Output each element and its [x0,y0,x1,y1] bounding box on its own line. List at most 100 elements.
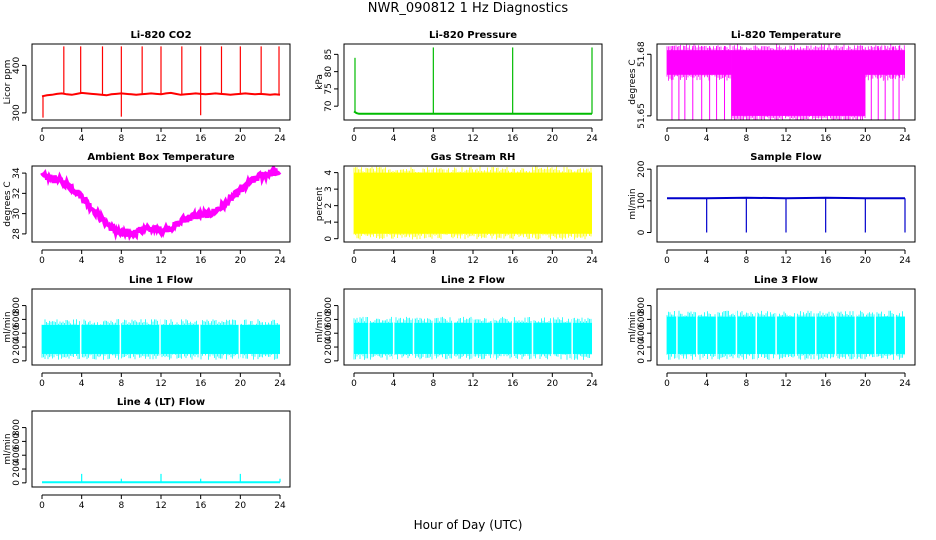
x-tick-label: 0 [664,256,670,266]
y-axis-label: ml/min [628,311,638,342]
x-tick-label: 4 [704,256,710,266]
x-tick-label: 4 [704,379,710,389]
panel-4: Ambient Box Temperature degrees C 0 4 8 12 16 2… [3,152,291,266]
panel-1: Li-820 CO2 Licor ppm 0 4 8 12 16 20 24 300 400 [3,30,291,144]
y-tick-label: 200 [637,338,647,355]
y-axis-label: degrees C [628,59,638,104]
plot-area [667,196,906,233]
y-axis-label: kPa [315,74,325,90]
data-line [667,196,905,200]
y-tick-label: 2 [324,203,334,209]
x-tick-label: 24 [899,134,911,144]
x-tick-label: 24 [899,379,911,389]
x-tick-label: 0 [39,379,45,389]
x-tick-label: 20 [547,256,559,266]
x-tick-label: 12 [467,134,478,144]
data-band-noise [864,44,905,81]
panel-title: Ambient Box Temperature [87,152,234,163]
y-tick-label: 51.68 [637,41,647,67]
plot-frame [656,43,916,121]
x-tick-label: 16 [820,379,832,389]
y-axis-label: Licor ppm [3,60,13,105]
y-axis-label: degrees C [3,181,13,226]
x-tick-label: 16 [507,134,519,144]
x-tick-label: 24 [274,256,286,266]
y-tick-label: 75 [324,83,334,94]
plot-frame [343,43,603,121]
data-band-noise [731,44,866,120]
x-tick-label: 12 [155,379,166,389]
y-tick-label: 400 [12,446,22,463]
x-tick-label: 12 [780,256,791,266]
y-tick-label: 400 [324,324,334,341]
x-tick-label: 8 [430,256,436,266]
y-tick-label: 400 [637,324,647,341]
x-tick-label: 8 [743,134,749,144]
y-tick-label: 0 [637,358,647,364]
y-tick-label: 600 [324,311,334,328]
y-tick-label: 1 [324,219,334,225]
y-tick-label: 32 [12,188,22,199]
panel-8: Line 2 Flow ml/min 0 4 8 12 16 20 24 0 20040060080… [315,275,603,389]
plot-area [40,166,282,242]
panel-3: Li-820 Temperature degrees C 0 4 8 12 16 20 24 51… [628,30,916,144]
x-tick-label: 12 [780,134,791,144]
data-band-noise [353,166,592,240]
x-tick-label: 0 [39,256,45,266]
x-tick-label: 8 [118,256,124,266]
x-tick-label: 4 [79,379,85,389]
y-axis-label: ml/min [315,311,325,342]
data-line [40,166,282,242]
plot-area [353,289,592,365]
x-tick-label: 24 [274,379,286,389]
data-band [667,50,732,75]
x-tick-label: 0 [351,256,357,266]
x-tick-label: 16 [820,134,832,144]
plot-frame [31,410,291,488]
x-tick-label: 12 [467,256,478,266]
plot-frame [31,165,291,243]
x-tick-label: 16 [195,379,207,389]
x-tick-label: 8 [743,379,749,389]
panel-title: Line 4 (LT) Flow [117,397,205,408]
x-tick-label: 20 [235,134,247,144]
y-tick-label: 100 [637,192,647,209]
x-tick-label: 4 [79,501,85,511]
y-axis-label: percent [315,186,325,221]
x-tick-label: 20 [235,501,247,511]
x-tick-label: 20 [235,256,247,266]
x-tick-label: 24 [899,256,911,266]
x-tick-label: 24 [586,256,598,266]
x-tick-label: 16 [195,501,207,511]
y-tick-label: 30 [12,208,22,220]
plot-area [353,166,592,240]
panel-title: Line 2 Flow [441,275,505,286]
plot-area [42,473,281,484]
panel-title: Line 3 Flow [754,275,818,286]
y-tick-label: 0 [637,229,647,235]
x-tick-label: 4 [391,256,397,266]
panel-title: Sample Flow [750,152,822,163]
panel-7: Line 1 Flow ml/min 0 4 8 12 16 20 24 0 20040060080… [3,275,291,389]
x-tick-label: 12 [780,379,791,389]
x-tick-label: 20 [235,379,247,389]
y-tick-label: 200 [12,460,22,477]
x-tick-label: 0 [39,501,45,511]
plot-area [666,44,905,120]
y-tick-label: 400 [12,57,22,74]
plot-area [41,46,281,118]
x-tick-label: 24 [274,134,286,144]
data-band-noise [41,319,280,360]
x-tick-label: 12 [155,134,166,144]
x-tick-label: 0 [351,134,357,144]
x-tick-label: 16 [507,256,519,266]
plot-frame [656,288,916,366]
y-tick-label: 0 [12,358,22,364]
plot-frame [343,165,603,243]
y-tick-label: 0 [324,358,334,364]
y-tick-label: 85 [324,49,334,60]
x-tick-label: 8 [118,379,124,389]
y-tick-label: 0 [12,480,22,486]
